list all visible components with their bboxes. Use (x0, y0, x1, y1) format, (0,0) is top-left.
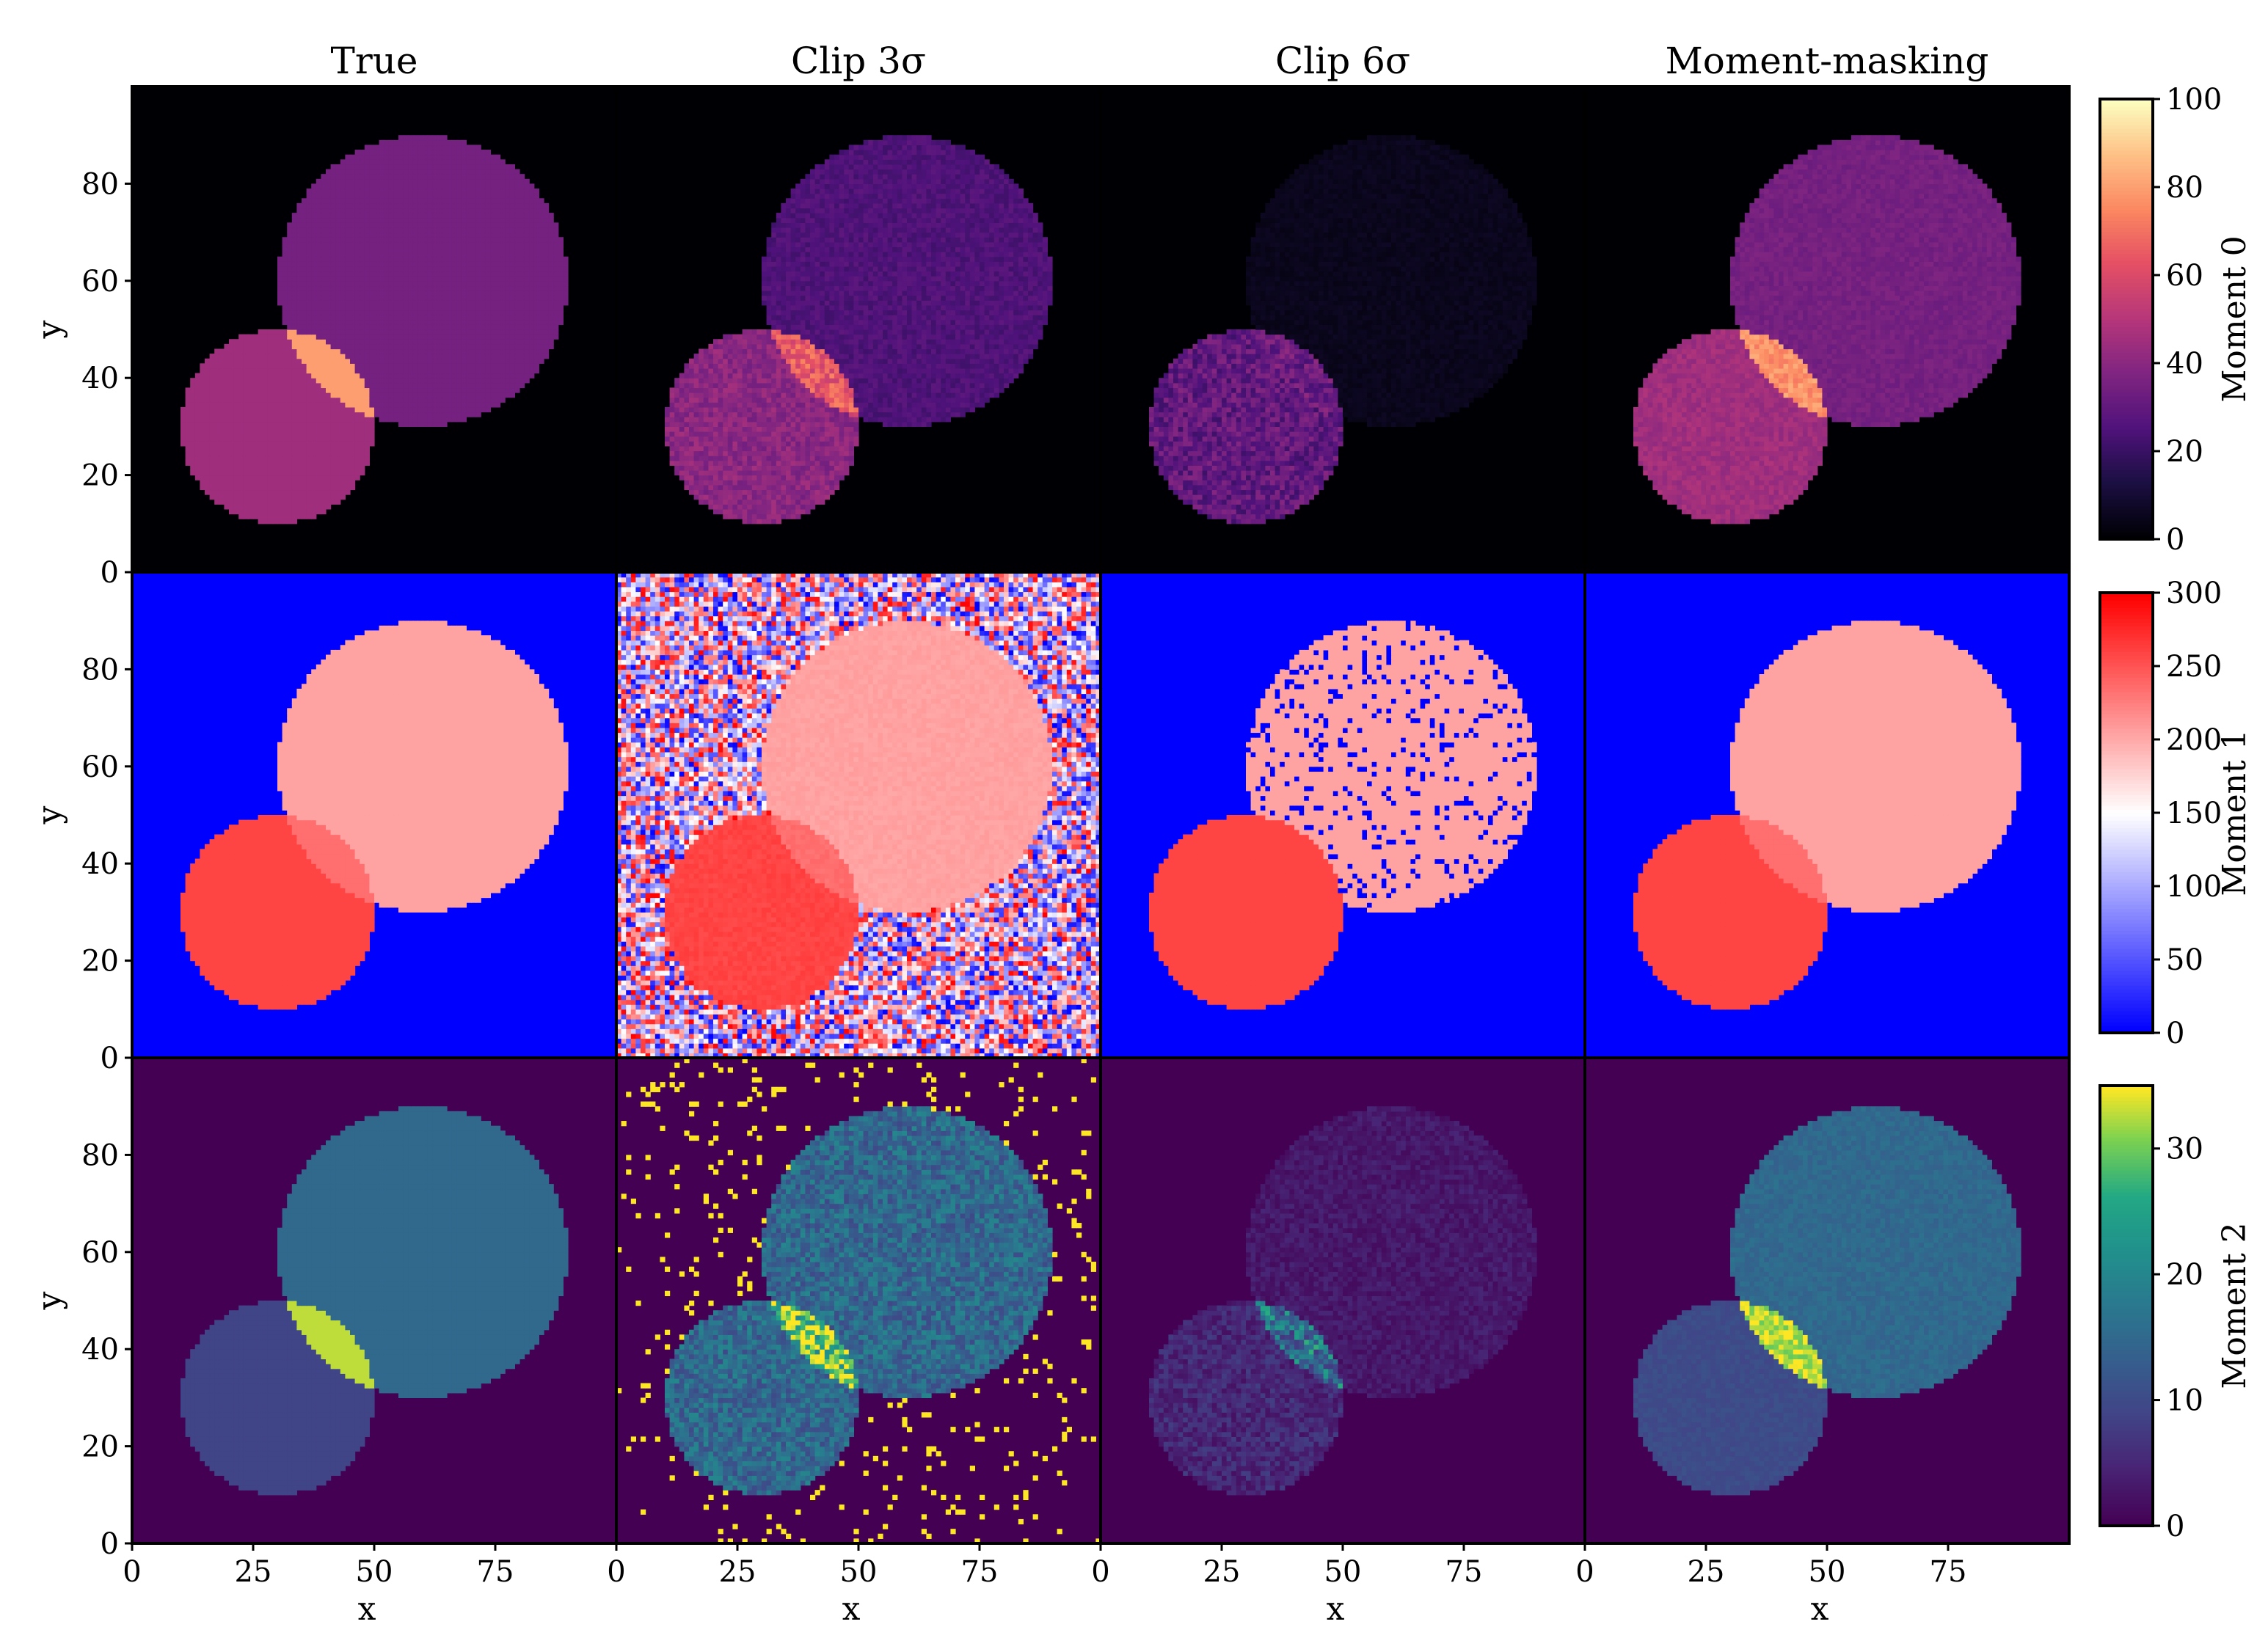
x-axis-label: x (358, 1590, 376, 1628)
y-tick-label: 0 (101, 1527, 119, 1561)
y-axis-label: y (31, 320, 68, 339)
y-tick-label: 20 (81, 1430, 119, 1464)
x-tick-label: 50 (1809, 1555, 1846, 1589)
x-tick-label: 25 (1688, 1555, 1725, 1589)
colorbar-label: Moment 2 (2216, 1222, 2253, 1389)
colorbar-2: 0 10 20 30 Moment 2 (2100, 1086, 2253, 1543)
colorbar-tick-label: 30 (2166, 1133, 2203, 1166)
y-tick-label: 0 (101, 556, 119, 590)
colorbar-tick-label: 250 (2166, 650, 2222, 684)
y-tick-label: 20 (81, 945, 119, 979)
y-tick-label: 0 (101, 1042, 119, 1075)
x-axis-label: x (1811, 1590, 1829, 1628)
colorbar-tick-label: 10 (2166, 1384, 2203, 1418)
x-tick-label: 25 (719, 1555, 756, 1589)
y-axis-label: y (31, 1291, 68, 1310)
y-axis-label: y (31, 805, 68, 825)
x-tick-label: 75 (1930, 1555, 1967, 1589)
y-tick-label: 20 (81, 459, 119, 493)
column-title-1: Clip 3σ (791, 40, 926, 82)
y-tick-label: 40 (81, 362, 119, 395)
y-tick-label: 60 (81, 750, 119, 784)
colorbar-tick-label: 60 (2166, 259, 2203, 293)
y-tick-label: 60 (81, 265, 119, 299)
heatmap-panel-r1-c3 (1585, 572, 2069, 1058)
x-tick-label: 25 (235, 1555, 272, 1589)
x-tick-label: 50 (1324, 1555, 1362, 1589)
heatmap-panel-r1-c0 (132, 572, 616, 1058)
column-title-0: True (330, 40, 417, 82)
colorbar-1: 0 50 100 150 200 250 300 Moment 1 (2100, 577, 2253, 1050)
colorbar-tick-label: 20 (2166, 435, 2203, 469)
heatmap-panel-r1-c1 (616, 572, 1101, 1059)
y-tick-label: 60 (81, 1236, 119, 1270)
heatmap-panel-r0-c1 (616, 87, 1101, 572)
x-tick-label: 0 (607, 1555, 625, 1589)
colorbar-tick-label: 100 (2166, 83, 2222, 117)
x-tick-label: 75 (477, 1555, 514, 1589)
column-title-2: Clip 6σ (1275, 40, 1410, 82)
colorbar-tick-label: 0 (2166, 1017, 2184, 1050)
x-tick-label: 25 (1203, 1555, 1241, 1589)
heatmap-panel-r2-c1 (616, 1058, 1101, 1544)
colorbar-label: Moment 1 (2216, 729, 2253, 896)
heatmap-panels (132, 87, 2069, 1544)
y-tick-label: 40 (81, 1333, 119, 1367)
colorbar-tick-label: 150 (2166, 797, 2222, 830)
colorbar-0: 0 20 40 60 80 100 Moment 0 (2100, 83, 2253, 557)
x-tick-label: 75 (1445, 1555, 1483, 1589)
y-tick-label: 80 (81, 1138, 119, 1172)
colorbar-tick-label: 20 (2166, 1258, 2203, 1292)
colorbar-tick-label: 200 (2166, 723, 2222, 757)
x-tick-label: 0 (1575, 1555, 1594, 1589)
colorbar-tick-label: 100 (2166, 870, 2222, 904)
colorbar-tick-label: 40 (2166, 347, 2203, 381)
heatmap-panel-r2-c0 (132, 1058, 616, 1543)
x-tick-label: 0 (1091, 1555, 1109, 1589)
x-axis-label: x (1327, 1590, 1345, 1628)
colorbar-tick-label: 0 (2166, 523, 2184, 557)
x-axis-label: x (842, 1590, 861, 1628)
heatmap-panel-r0-c0 (132, 87, 616, 572)
x-tick-label: 75 (961, 1555, 999, 1589)
y-tick-label: 40 (81, 847, 119, 881)
column-titles: True Clip 3σ Clip 6σ Moment-masking (330, 40, 1988, 82)
heatmap-panel-r0-c3 (1585, 87, 2069, 572)
colorbar-tick-label: 80 (2166, 171, 2203, 205)
x-tick-label: 0 (123, 1555, 141, 1589)
x-tick-label: 50 (840, 1555, 878, 1589)
y-tick-label: 80 (81, 167, 119, 201)
colorbar-tick-label: 0 (2166, 1510, 2184, 1543)
heatmap-panel-r1-c2 (1101, 572, 1585, 1058)
x-tick-label: 50 (356, 1555, 393, 1589)
heatmap-panel-r2-c2 (1101, 1058, 1585, 1543)
colorbar-label: Moment 0 (2216, 235, 2253, 402)
heatmap-panel-r2-c3 (1585, 1058, 2069, 1543)
column-title-3: Moment-masking (1666, 40, 1989, 82)
heatmap-panel-r0-c2 (1101, 87, 1585, 572)
colorbar-tick-label: 50 (2166, 943, 2203, 977)
colorbar-tick-label: 300 (2166, 577, 2222, 610)
y-tick-label: 80 (81, 653, 119, 687)
